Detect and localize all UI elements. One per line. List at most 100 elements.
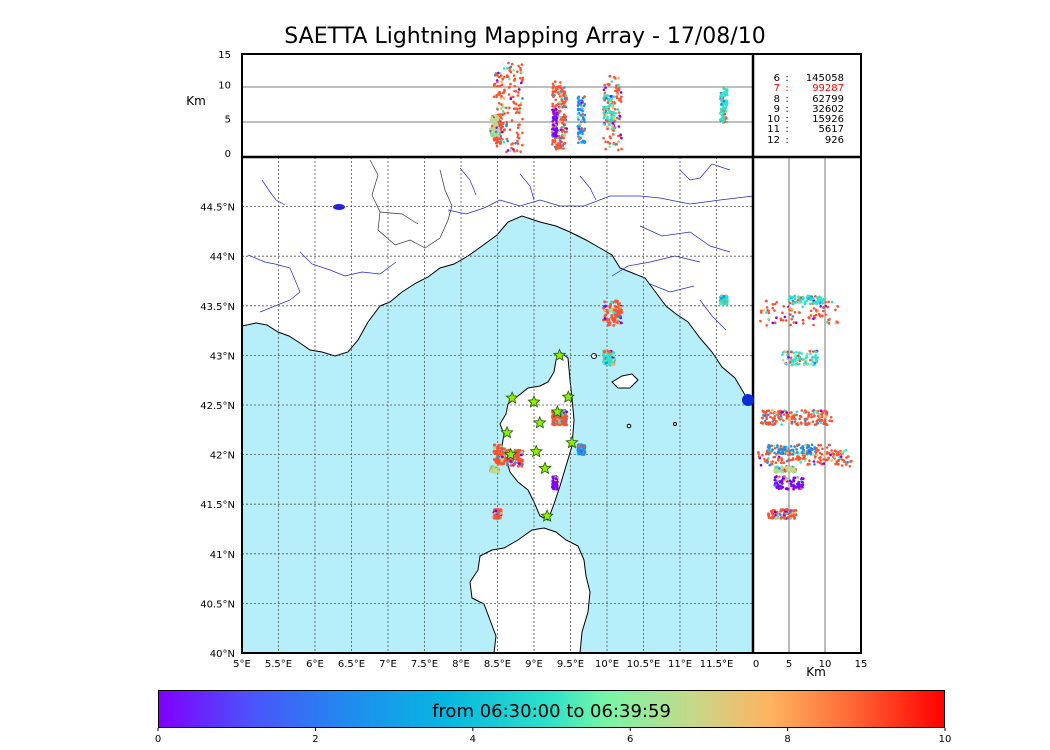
legend-row: 6: 145058 <box>758 73 854 84</box>
lon-tick-label: 5.5°E <box>265 659 292 670</box>
lightning-source-point <box>614 300 618 304</box>
lightning-source-point <box>812 297 815 301</box>
legend-separator: : <box>785 114 789 126</box>
lightning-source-point <box>760 421 764 424</box>
lightning-source-point <box>759 319 762 323</box>
rivers <box>247 163 753 331</box>
river <box>649 283 695 293</box>
lightning-source-point <box>792 485 796 489</box>
lightning-source-point <box>506 111 510 115</box>
lightning-source-point <box>607 105 611 108</box>
lightning-source-point <box>775 475 778 478</box>
lightning-source-point <box>496 469 500 473</box>
lightning-source-point <box>609 94 613 98</box>
lightning-source-point <box>514 461 517 464</box>
plan-view-map <box>242 157 753 653</box>
lightning-source-point <box>764 420 767 424</box>
lightning-source-point <box>602 122 606 126</box>
colorbar-tick-label: 10 <box>939 734 952 745</box>
lightning-source-point <box>521 97 524 100</box>
lightning-source-point <box>808 316 811 320</box>
lightning-source-point <box>493 135 496 138</box>
lightning-source-point <box>577 125 580 129</box>
colorbar-tick-label: 6 <box>627 734 633 745</box>
lightning-source-point <box>720 92 724 96</box>
lightning-source-point <box>501 455 504 459</box>
lightning-source-point <box>787 509 790 512</box>
lightning-source-point <box>605 96 608 100</box>
lightning-source-point <box>790 466 793 470</box>
lightning-source-point <box>583 139 586 143</box>
lightning-source-point <box>776 465 779 469</box>
legend-row: 9: 32602 <box>758 104 854 115</box>
lat-tick-label: 43°N <box>210 351 235 362</box>
lightning-source-point <box>803 363 806 367</box>
lightning-source-point <box>605 113 608 116</box>
lightning-source-point <box>580 443 584 447</box>
lightning-source-point <box>771 408 774 412</box>
lightning-source-point <box>553 416 557 420</box>
lightning-source-point <box>615 84 618 87</box>
lightning-source-point <box>770 509 774 513</box>
lightning-source-point <box>782 512 786 515</box>
lightning-source-point <box>562 147 565 150</box>
lightning-source-point <box>610 80 614 83</box>
lightning-source-point <box>805 353 809 356</box>
lightning-source-point <box>786 465 789 469</box>
lightning-source-point <box>551 422 555 425</box>
lightning-source-point <box>773 482 777 485</box>
lon-tick-label: 8°E <box>452 659 470 670</box>
mainland-land <box>242 157 753 401</box>
lightning-source-point <box>554 80 557 83</box>
lightning-source-point <box>497 93 501 96</box>
lightning-source-point <box>825 412 829 415</box>
chart-title: SAETTA Lightning Mapping Array - 17/08/1… <box>284 24 766 49</box>
lightning-source-point <box>505 106 508 110</box>
lightning-source-point <box>814 455 817 459</box>
giglio-island <box>626 423 632 429</box>
lightning-source-point <box>774 461 778 465</box>
lightning-source-point <box>771 321 775 325</box>
lightning-source-point <box>810 448 814 452</box>
durance-river <box>299 251 397 277</box>
lightning-source-point <box>829 453 832 457</box>
lat-tick-label: 43.5°N <box>200 302 235 313</box>
lightning-source-point <box>776 450 780 454</box>
lightning-source-point <box>801 305 804 309</box>
lightning-source-point <box>513 84 517 88</box>
lightning-source-point <box>563 134 567 137</box>
lightning-source-point <box>829 416 833 419</box>
lightning-source-point <box>606 127 609 131</box>
lightning-source-point <box>499 76 503 79</box>
lightning-source-point <box>808 448 812 452</box>
station-star-icon <box>533 415 547 429</box>
lightning-sources-plan <box>488 294 729 521</box>
lightning-source-point <box>781 311 784 315</box>
lightning-source-point <box>809 446 812 450</box>
lightning-source-point <box>781 410 785 414</box>
lightning-source-point <box>724 109 728 113</box>
lightning-source-point <box>790 411 793 414</box>
lightning-source-point <box>798 311 801 315</box>
lightning-source-point <box>800 451 804 454</box>
lightning-source-point <box>505 137 509 141</box>
lightning-source-point <box>765 311 768 314</box>
lightning-source-point <box>616 141 620 144</box>
lightning-source-point <box>840 458 844 461</box>
lightning-source-point <box>825 423 828 427</box>
lightning-source-point <box>810 413 813 416</box>
lightning-source-point <box>563 123 567 126</box>
lightning-source-point <box>845 456 848 459</box>
lightning-source-point <box>565 423 569 427</box>
lightning-source-point <box>785 362 788 366</box>
lightning-source-point <box>816 460 820 464</box>
lightning-source-point <box>551 90 555 93</box>
lightning-source-point <box>493 443 497 447</box>
lightning-source-point <box>498 450 502 453</box>
lightning-source-point <box>620 147 623 151</box>
lightning-source-point <box>551 143 554 146</box>
lightning-source-point <box>823 454 826 457</box>
lightning-source-point <box>803 419 807 422</box>
legend-separator: : <box>785 93 789 105</box>
lightning-source-point <box>610 97 613 100</box>
